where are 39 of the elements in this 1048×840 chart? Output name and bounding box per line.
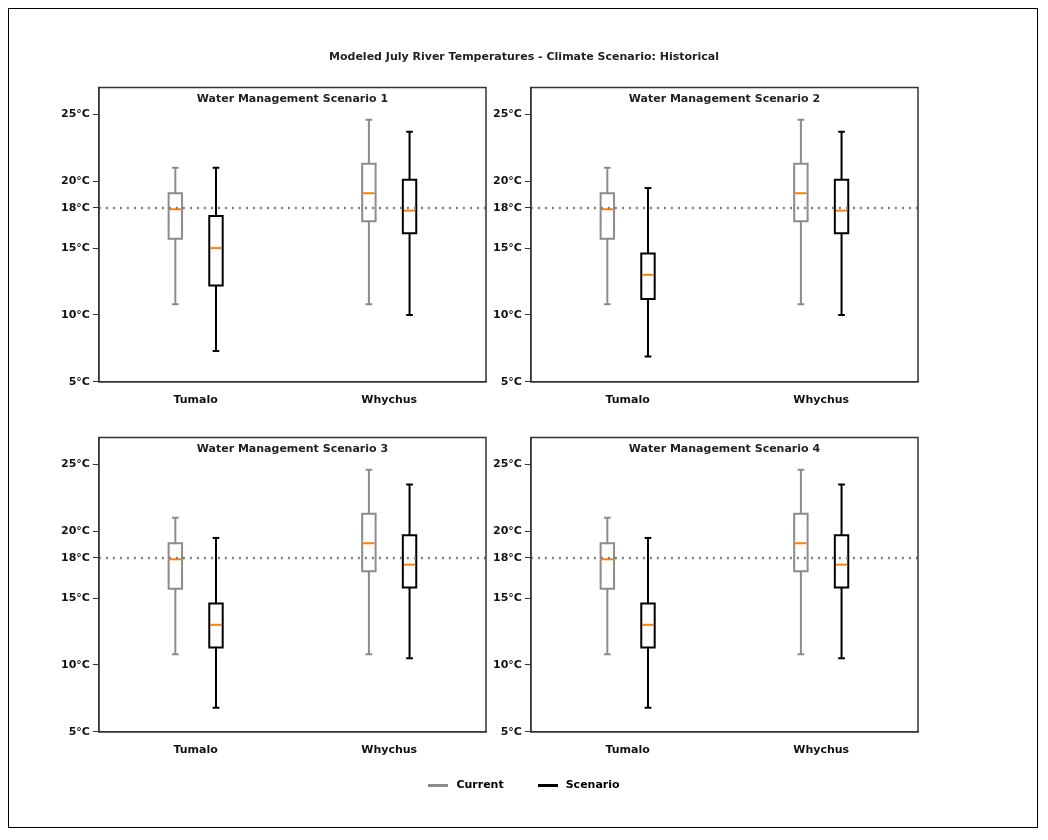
- y-tick-label: 10°C: [492, 307, 522, 321]
- chart-title: Water Management Scenario 4: [628, 441, 821, 455]
- text: Modeled July River Temperatures - Climate Scenario: Historical: [328, 50, 720, 63]
- chart-title: Water Management Scenario 1: [196, 91, 389, 105]
- y-tick-label: 10°C: [60, 657, 90, 671]
- y-tick-label: 20°C: [492, 524, 522, 538]
- y-tick-label: 15°C: [492, 590, 522, 604]
- y-tick-label: 5°C: [68, 724, 90, 738]
- y-tick-label: 18°C: [492, 550, 522, 564]
- y-tick-label: 5°C: [500, 374, 522, 388]
- y-tick-label: 20°C: [492, 174, 522, 188]
- y-tick-label: 20°C: [60, 174, 90, 188]
- y-tick-label: 18°C: [60, 550, 90, 564]
- y-tick-label: 10°C: [492, 657, 522, 671]
- x-tick-label: Tumalo: [173, 393, 219, 407]
- y-tick-label: 5°C: [68, 374, 90, 388]
- y-tick-label: 18°C: [60, 200, 90, 214]
- y-tick-label: 15°C: [492, 240, 522, 254]
- y-tick-label: 5°C: [500, 724, 522, 738]
- x-tick-label: Tumalo: [605, 393, 651, 407]
- legend-label: Scenario: [564, 778, 620, 791]
- x-tick-label: Tumalo: [173, 743, 219, 757]
- x-tick-label: Whychus: [793, 393, 850, 407]
- y-tick-label: 25°C: [492, 457, 522, 471]
- y-tick-label: 10°C: [60, 307, 90, 321]
- x-tick-label: Whychus: [361, 393, 418, 407]
- legend-label: Current: [455, 778, 504, 791]
- y-tick-label: 25°C: [60, 107, 90, 121]
- y-tick-label: 15°C: [60, 240, 90, 254]
- x-tick-label: Tumalo: [605, 743, 651, 757]
- y-tick-label: 15°C: [60, 590, 90, 604]
- x-tick-label: Whychus: [361, 743, 418, 757]
- chart-title: Water Management Scenario 3: [196, 441, 389, 455]
- y-tick-label: 18°C: [492, 200, 522, 214]
- y-tick-label: 25°C: [492, 107, 522, 121]
- y-tick-label: 20°C: [60, 524, 90, 538]
- x-tick-label: Whychus: [793, 743, 850, 757]
- chart-title: Water Management Scenario 2: [628, 91, 821, 105]
- y-tick-label: 25°C: [60, 457, 90, 471]
